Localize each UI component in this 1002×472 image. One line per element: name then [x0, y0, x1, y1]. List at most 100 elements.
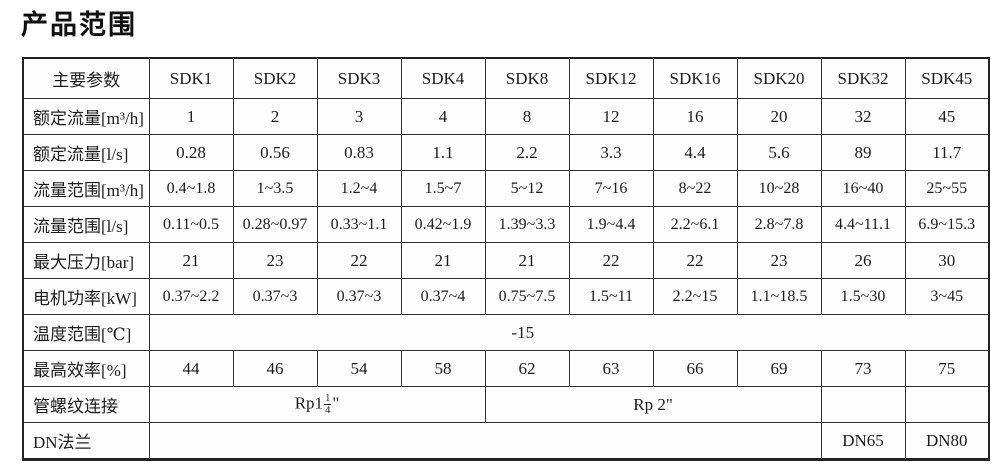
cell-value: 6.9~15.3 — [904, 206, 990, 243]
model-header-sdk1: SDK1 — [148, 57, 234, 99]
table-header-row: 主要参数 SDK1 SDK2 SDK3 SDK4 SDK8 SDK12 SDK1… — [22, 57, 990, 99]
row-label: 流量范围[m³/h] — [22, 170, 150, 207]
model-header-sdk32: SDK32 — [820, 57, 906, 99]
row-label: 管螺纹连接 — [22, 386, 150, 423]
cell-value: 1.1 — [400, 134, 486, 171]
param-header: 主要参数 — [22, 57, 150, 99]
cell-value: 54 — [316, 350, 402, 387]
cell-value: 62 — [484, 350, 570, 387]
table-row-temperature-range: 温度范围[℃] -15 — [22, 314, 990, 351]
model-header-sdk12: SDK12 — [568, 57, 654, 99]
cell-value: 12 — [568, 98, 654, 135]
cell-value: 0.37~3 — [316, 278, 402, 315]
model-header-sdk3: SDK3 — [316, 57, 402, 99]
cell-value: 16 — [652, 98, 738, 135]
cell-value: 4.4 — [652, 134, 738, 171]
row-label: 额定流量[m³/h] — [22, 98, 150, 135]
cell-value: 0.11~0.5 — [148, 206, 234, 243]
model-header-sdk20: SDK20 — [736, 57, 822, 99]
thread-rp1-prefix: Rp1 — [294, 393, 324, 413]
cell-value: 22 — [568, 242, 654, 279]
cell-value: 0.37~2.2 — [148, 278, 234, 315]
cell-value: 63 — [568, 350, 654, 387]
cell-value: 23 — [232, 242, 318, 279]
flange-empty-merged-cell — [148, 422, 822, 460]
thread-empty-cell-sdk45 — [904, 386, 990, 423]
cell-value: 21 — [148, 242, 234, 279]
thread-rp1-suffix: " — [332, 393, 340, 413]
cell-value: 0.37~4 — [400, 278, 486, 315]
product-range-table: 主要参数 SDK1 SDK2 SDK3 SDK4 SDK8 SDK12 SDK1… — [22, 57, 990, 461]
cell-value: 46 — [232, 350, 318, 387]
table-row-max-efficiency: 最高效率[%] 44 46 54 58 62 63 66 69 73 75 — [22, 350, 990, 387]
cell-value: 0.83 — [316, 134, 402, 171]
model-header-sdk4: SDK4 — [400, 57, 486, 99]
cell-value: 1.5~7 — [400, 170, 486, 207]
row-label: 额定流量[l/s] — [22, 134, 150, 171]
cell-value: 0.33~1.1 — [316, 206, 402, 243]
row-label: 温度范围[℃] — [22, 314, 150, 351]
cell-value: 5~12 — [484, 170, 570, 207]
row-label: 最大压力[bar] — [22, 242, 150, 279]
cell-value: 4.4~11.1 — [820, 206, 906, 243]
cell-value: 0.28~0.97 — [232, 206, 318, 243]
cell-value: 4 — [400, 98, 486, 135]
page-title: 产品范围 — [21, 10, 137, 41]
cell-value: 69 — [736, 350, 822, 387]
cell-value: 2.2~15 — [652, 278, 738, 315]
cell-value: 1.9~4.4 — [568, 206, 654, 243]
cell-value: 32 — [820, 98, 906, 135]
cell-value: 22 — [316, 242, 402, 279]
cell-value: 0.75~7.5 — [484, 278, 570, 315]
cell-value: 75 — [904, 350, 990, 387]
row-label: 最高效率[%] — [22, 350, 150, 387]
table-row-pipe-thread: 管螺纹连接 Rp1 1 4 " Rp 2" — [22, 386, 990, 423]
cell-value: 10~28 — [736, 170, 822, 207]
cell-value: 23 — [736, 242, 822, 279]
model-header-sdk16: SDK16 — [652, 57, 738, 99]
table-row-flow-range-m3h: 流量范围[m³/h] 0.4~1.8 1~3.5 1.2~4 1.5~7 5~1… — [22, 170, 990, 207]
cell-value: 0.42~1.9 — [400, 206, 486, 243]
fraction-numerator: 1 — [324, 392, 332, 405]
cell-value: 11.7 — [904, 134, 990, 171]
row-label: 流量范围[l/s] — [22, 206, 150, 243]
cell-value: 2.2 — [484, 134, 570, 171]
table-row-rated-flow-m3h: 额定流量[m³/h] 1 2 3 4 8 12 16 20 32 45 — [22, 98, 990, 135]
cell-value: 66 — [652, 350, 738, 387]
cell-value: 21 — [484, 242, 570, 279]
cell-value: 2 — [232, 98, 318, 135]
cell-value: 0.28 — [148, 134, 234, 171]
cell-value: 89 — [820, 134, 906, 171]
cell-value: 0.56 — [232, 134, 318, 171]
flange-dn80-cell: DN80 — [904, 422, 990, 460]
table-row-motor-power: 电机功率[kW] 0.37~2.2 0.37~3 0.37~3 0.37~4 0… — [22, 278, 990, 315]
cell-value: 25~55 — [904, 170, 990, 207]
row-label: DN法兰 — [22, 422, 150, 460]
cell-value: 0.4~1.8 — [148, 170, 234, 207]
temperature-range-merged-cell: -15 — [148, 314, 990, 351]
cell-value: 1 — [148, 98, 234, 135]
table-row-rated-flow-ls: 额定流量[l/s] 0.28 0.56 0.83 1.1 2.2 3.3 4.4… — [22, 134, 990, 171]
model-header-sdk8: SDK8 — [484, 57, 570, 99]
cell-value: 3.3 — [568, 134, 654, 171]
row-label: 电机功率[kW] — [22, 278, 150, 315]
cell-value: 3 — [316, 98, 402, 135]
cell-value: 1.39~3.3 — [484, 206, 570, 243]
cell-value: 3~45 — [904, 278, 990, 315]
cell-value: 30 — [904, 242, 990, 279]
cell-value: 22 — [652, 242, 738, 279]
thread-rp2-merged-cell: Rp 2" — [484, 386, 822, 423]
cell-value: 58 — [400, 350, 486, 387]
table-row-max-pressure: 最大压力[bar] 21 23 22 21 21 22 22 23 26 30 — [22, 242, 990, 279]
cell-value: 44 — [148, 350, 234, 387]
table-row-flow-range-ls: 流量范围[l/s] 0.11~0.5 0.28~0.97 0.33~1.1 0.… — [22, 206, 990, 243]
model-header-sdk2: SDK2 — [232, 57, 318, 99]
temperature-range-value: -15 — [511, 322, 535, 342]
cell-value: 21 — [400, 242, 486, 279]
cell-value: 16~40 — [820, 170, 906, 207]
cell-value: 1~3.5 — [232, 170, 318, 207]
cell-value: 1.1~18.5 — [736, 278, 822, 315]
cell-value: 8 — [484, 98, 570, 135]
table-row-dn-flange: DN法兰 DN65 DN80 — [22, 422, 990, 460]
